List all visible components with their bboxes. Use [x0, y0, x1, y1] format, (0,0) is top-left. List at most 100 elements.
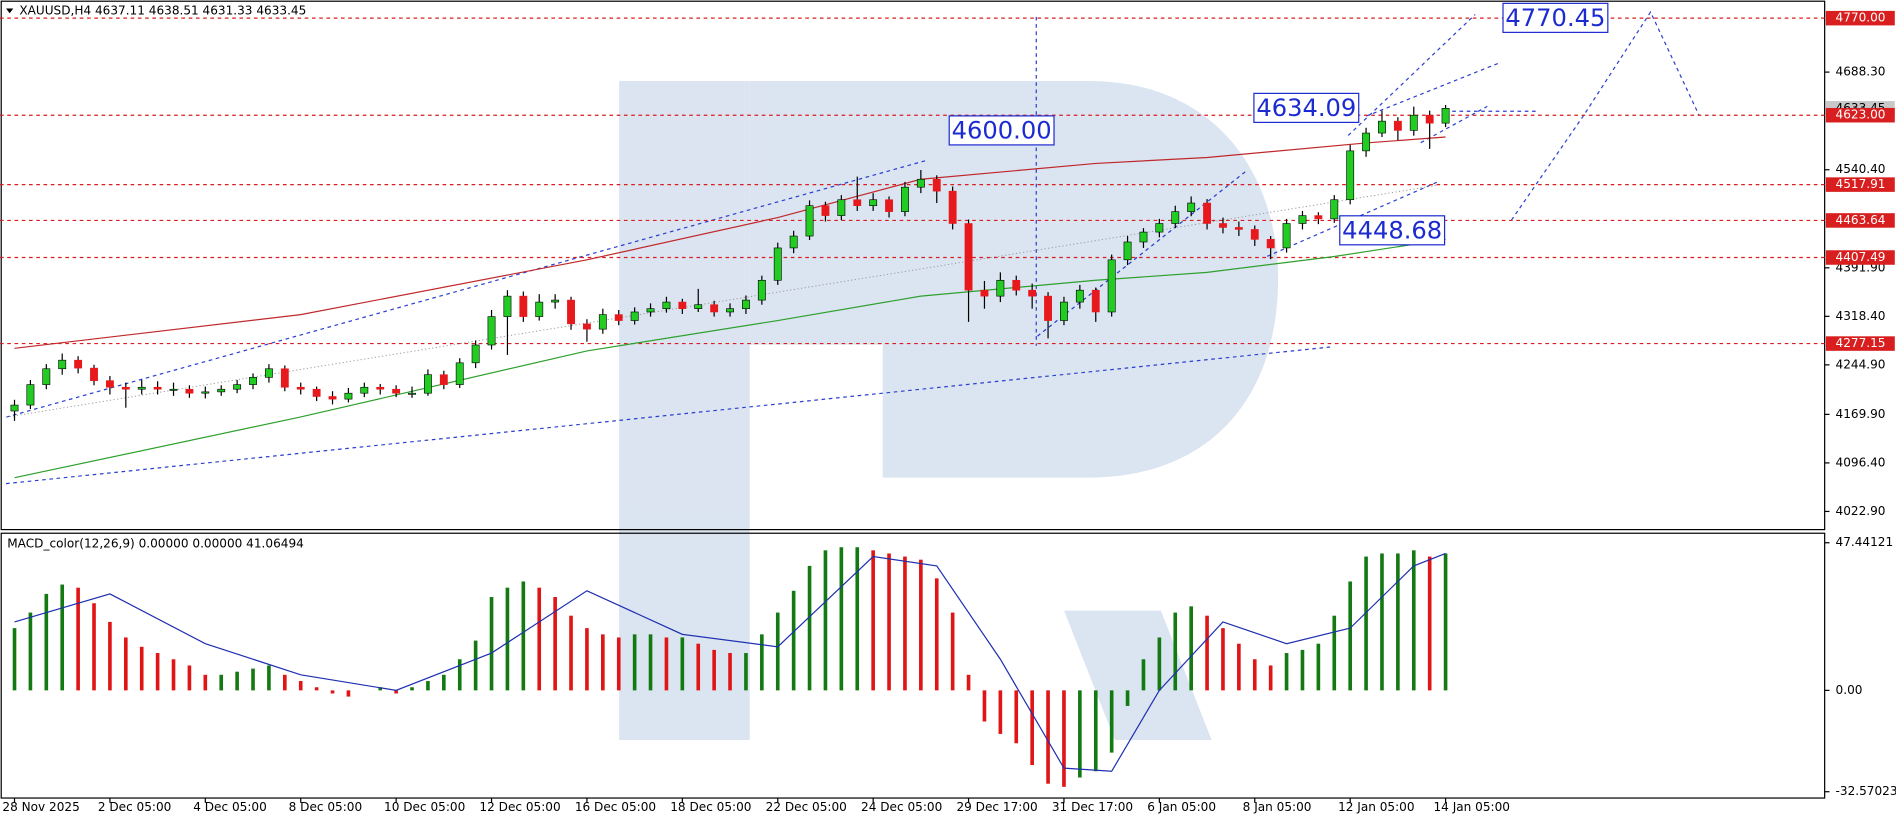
candle-body — [328, 396, 337, 400]
candle-body — [821, 205, 830, 216]
macd-bar — [283, 674, 287, 691]
candle-body — [10, 404, 19, 412]
macd-bar — [1380, 553, 1384, 691]
candle-body — [1123, 241, 1132, 261]
watermark-leg — [1064, 610, 1212, 740]
macd-bar — [1364, 556, 1368, 691]
level-label: 4623.00 — [1836, 108, 1886, 122]
macd-bar — [1316, 643, 1321, 691]
candle-body — [249, 377, 257, 385]
candle-body — [1441, 108, 1450, 124]
channel-line — [1366, 62, 1500, 117]
y-tick-label: 47.44121 — [1836, 535, 1894, 549]
candle-body — [901, 186, 909, 212]
macd-bar — [537, 587, 542, 691]
macd-bar — [775, 612, 780, 691]
macd-bar — [632, 634, 637, 691]
y-tick-label: 4688.30 — [1836, 65, 1886, 79]
candle-body — [1250, 229, 1259, 240]
macd-bar — [457, 659, 462, 691]
macd-bar — [203, 674, 208, 691]
macd-bar — [171, 659, 176, 691]
level-label-box — [1825, 10, 1895, 26]
level-label: 4463.64 — [1836, 213, 1886, 227]
candle-body — [630, 311, 639, 321]
candle-body — [408, 392, 416, 395]
y-tick-label: 4022.90 — [1836, 504, 1886, 518]
candle-body — [312, 388, 321, 397]
annotation-label: 4770.45 — [1505, 4, 1605, 32]
candle-body — [932, 178, 941, 192]
macd-bar — [903, 556, 907, 691]
candle-body — [996, 279, 1005, 297]
macd-bar — [394, 690, 398, 694]
candle-body — [360, 386, 369, 394]
candle-body — [885, 199, 893, 212]
macd-bar — [124, 637, 128, 691]
signal-line — [14, 552, 1446, 772]
macd-bar — [473, 640, 478, 691]
macd-bar — [664, 637, 669, 691]
macd-bar — [934, 578, 939, 691]
candle-body — [439, 374, 448, 385]
candle-body — [773, 247, 782, 281]
macd-bar — [60, 584, 65, 691]
macd-bar — [1332, 615, 1337, 691]
macd-bar — [616, 637, 621, 691]
macd-bar — [1205, 615, 1209, 691]
candle-body — [805, 205, 814, 237]
channel-line — [1037, 171, 1246, 337]
annotation-box — [1339, 215, 1446, 246]
y-tick-label: -32.57023 — [1836, 784, 1896, 798]
macd-bar — [839, 547, 844, 691]
candle-body — [567, 299, 575, 325]
candle-body — [503, 295, 512, 317]
macd-bar — [1396, 553, 1400, 691]
macd-bar — [267, 665, 271, 691]
y-tick-label: 0.00 — [1836, 683, 1863, 697]
macd-bar — [648, 634, 653, 691]
macd-bar — [298, 681, 303, 691]
macd-bar — [966, 674, 971, 691]
level-label: 4770.00 — [1836, 11, 1886, 25]
level-label-box — [1825, 213, 1895, 228]
candle-body — [201, 391, 210, 394]
macd-bar — [1014, 690, 1019, 744]
macd-bar — [1284, 653, 1289, 691]
macd-bar — [1427, 556, 1432, 691]
x-tick-label: 22 Dec 05:00 — [766, 800, 847, 814]
candle-body — [424, 374, 432, 394]
x-tick-label: 12 Dec 05:00 — [479, 800, 560, 814]
y-tick-label: 4244.90 — [1836, 357, 1886, 371]
candle-body — [1409, 114, 1418, 131]
y-tick-label: 4318.40 — [1836, 309, 1886, 323]
candle-body — [264, 368, 273, 378]
candle-body — [153, 386, 162, 390]
x-tick-label: 28 Nov 2025 — [2, 800, 79, 814]
macd-bar — [505, 587, 510, 691]
candle-body — [471, 344, 480, 364]
macd-bar — [219, 674, 224, 691]
candle-body — [1234, 227, 1243, 230]
level-label: 4407.49 — [1836, 250, 1886, 264]
macd-bar — [442, 674, 446, 691]
macd-bar — [601, 634, 605, 691]
candle-body — [694, 304, 703, 309]
candle-body — [1139, 231, 1148, 243]
x-tick-label: 8 Dec 05:00 — [289, 800, 363, 814]
candle-body — [916, 178, 925, 188]
candle-body — [487, 316, 496, 346]
candle-body — [853, 199, 862, 206]
candle-body — [1091, 289, 1100, 313]
macd-bar — [569, 615, 573, 691]
candle-body — [869, 199, 878, 206]
x-tick-label: 12 Jan 05:00 — [1338, 800, 1414, 814]
level-label-box — [1825, 250, 1895, 265]
x-tick-label: 24 Dec 05:00 — [861, 800, 942, 814]
candle-body — [598, 314, 607, 330]
macd-bar — [982, 690, 987, 722]
macd-bar — [187, 665, 192, 691]
candle-body — [280, 368, 289, 388]
candle-body — [74, 359, 83, 369]
